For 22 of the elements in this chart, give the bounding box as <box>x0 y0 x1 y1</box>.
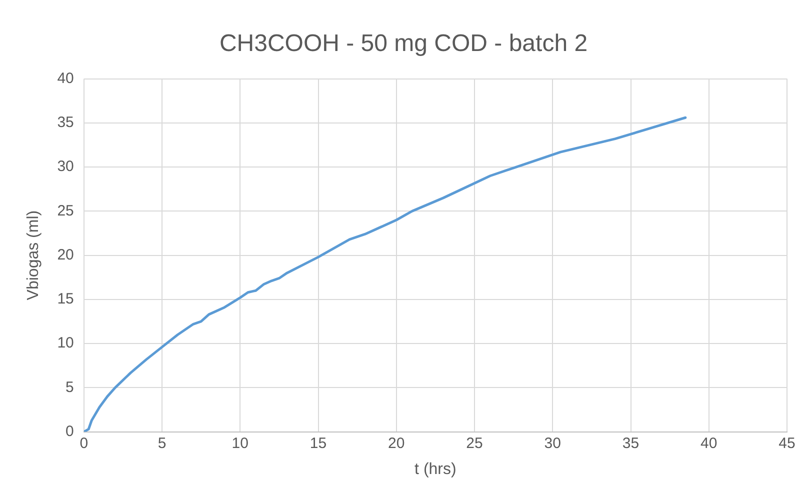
chart-title: CH3COOH - 50 mg COD - batch 2 <box>219 30 588 58</box>
y-tick-label: 35 <box>57 114 74 132</box>
y-tick-label: 10 <box>57 334 74 352</box>
y-tick-label: 40 <box>57 70 74 87</box>
x-tick-label: 5 <box>158 434 166 452</box>
x-tick-label: 20 <box>388 434 405 452</box>
y-tick-label: 15 <box>57 290 74 308</box>
x-tick-label: 10 <box>232 434 248 452</box>
x-tick-label: 30 <box>544 434 561 452</box>
y-axis-title: Vbiogas (ml) <box>25 210 42 300</box>
y-tick-label: 25 <box>57 202 74 220</box>
x-tick-label: 35 <box>622 434 640 452</box>
x-tick-label: 45 <box>778 434 796 452</box>
y-tick-label: 0 <box>66 422 74 440</box>
x-tick-label: 40 <box>700 434 718 452</box>
x-tick-label: 15 <box>310 434 327 452</box>
x-tick-label: 25 <box>466 434 483 452</box>
y-tick-label: 20 <box>57 246 74 264</box>
y-tick-label: 5 <box>66 378 74 396</box>
y-tick-label: 30 <box>57 158 74 176</box>
x-axis-title: t (hrs) <box>414 460 456 478</box>
x-tick-label: 0 <box>80 434 88 452</box>
